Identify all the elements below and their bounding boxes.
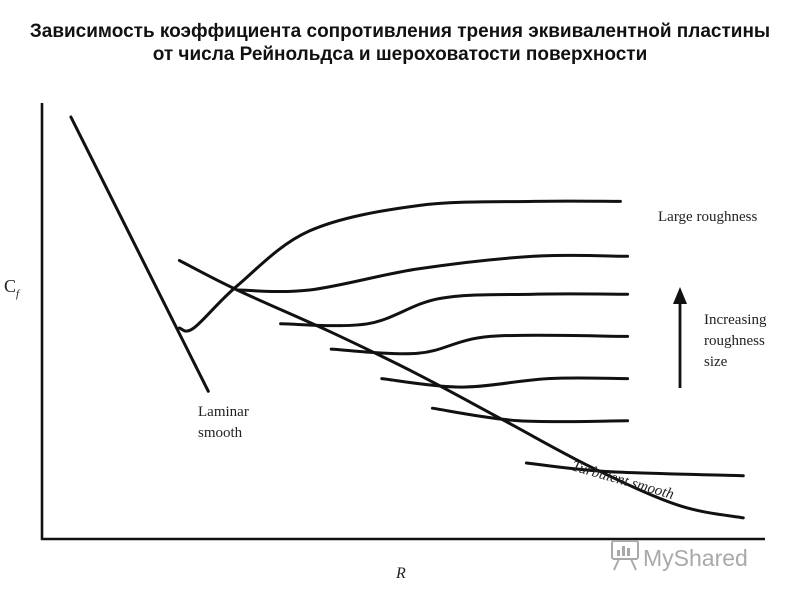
y-axis-label: Cf (4, 276, 21, 300)
label-laminar-line-2: smooth (198, 425, 243, 441)
series-line-roughness-8 (524, 461, 745, 478)
label-increasing-line-1: Increasing (704, 312, 767, 328)
watermark: MyShared (611, 540, 748, 571)
watermark-text: MyShared (643, 545, 748, 571)
series-line-roughness-3 (235, 253, 630, 294)
label-increasing-roughness: Increasing roughness size (704, 312, 770, 370)
x-axis-label: R (395, 565, 406, 582)
series-line-roughness-4 (279, 292, 630, 328)
series-line-roughness-6 (380, 376, 630, 389)
chart-axes (40, 103, 765, 541)
arrow-head-icon (673, 287, 687, 304)
series-line-roughness-7 (430, 406, 630, 424)
label-laminar-smooth: Laminar smooth (198, 404, 253, 441)
title-line-1: Зависимость коэффициента сопротивления т… (29, 21, 771, 42)
series-line-turbulent-smooth (177, 259, 745, 520)
label-turbulent-smooth: Turbulent smooth (570, 458, 676, 502)
series-line-large-roughness (177, 199, 622, 333)
increasing-roughness-arrow (673, 287, 687, 388)
title-line-2: от числа Рейнольдса и шероховатости пове… (152, 44, 648, 65)
series-line-laminar-smooth (69, 115, 210, 393)
label-increasing-line-2: roughness (704, 333, 765, 349)
chart-title: Зависимость коэффициента сопротивления т… (0, 20, 800, 66)
label-laminar-line-1: Laminar (198, 404, 249, 420)
series-line-roughness-5 (329, 333, 630, 356)
chart-series (69, 115, 745, 520)
label-large-roughness: Large roughness (658, 209, 757, 225)
label-increasing-line-3: size (704, 354, 728, 370)
presentation-board-icon (611, 540, 639, 571)
